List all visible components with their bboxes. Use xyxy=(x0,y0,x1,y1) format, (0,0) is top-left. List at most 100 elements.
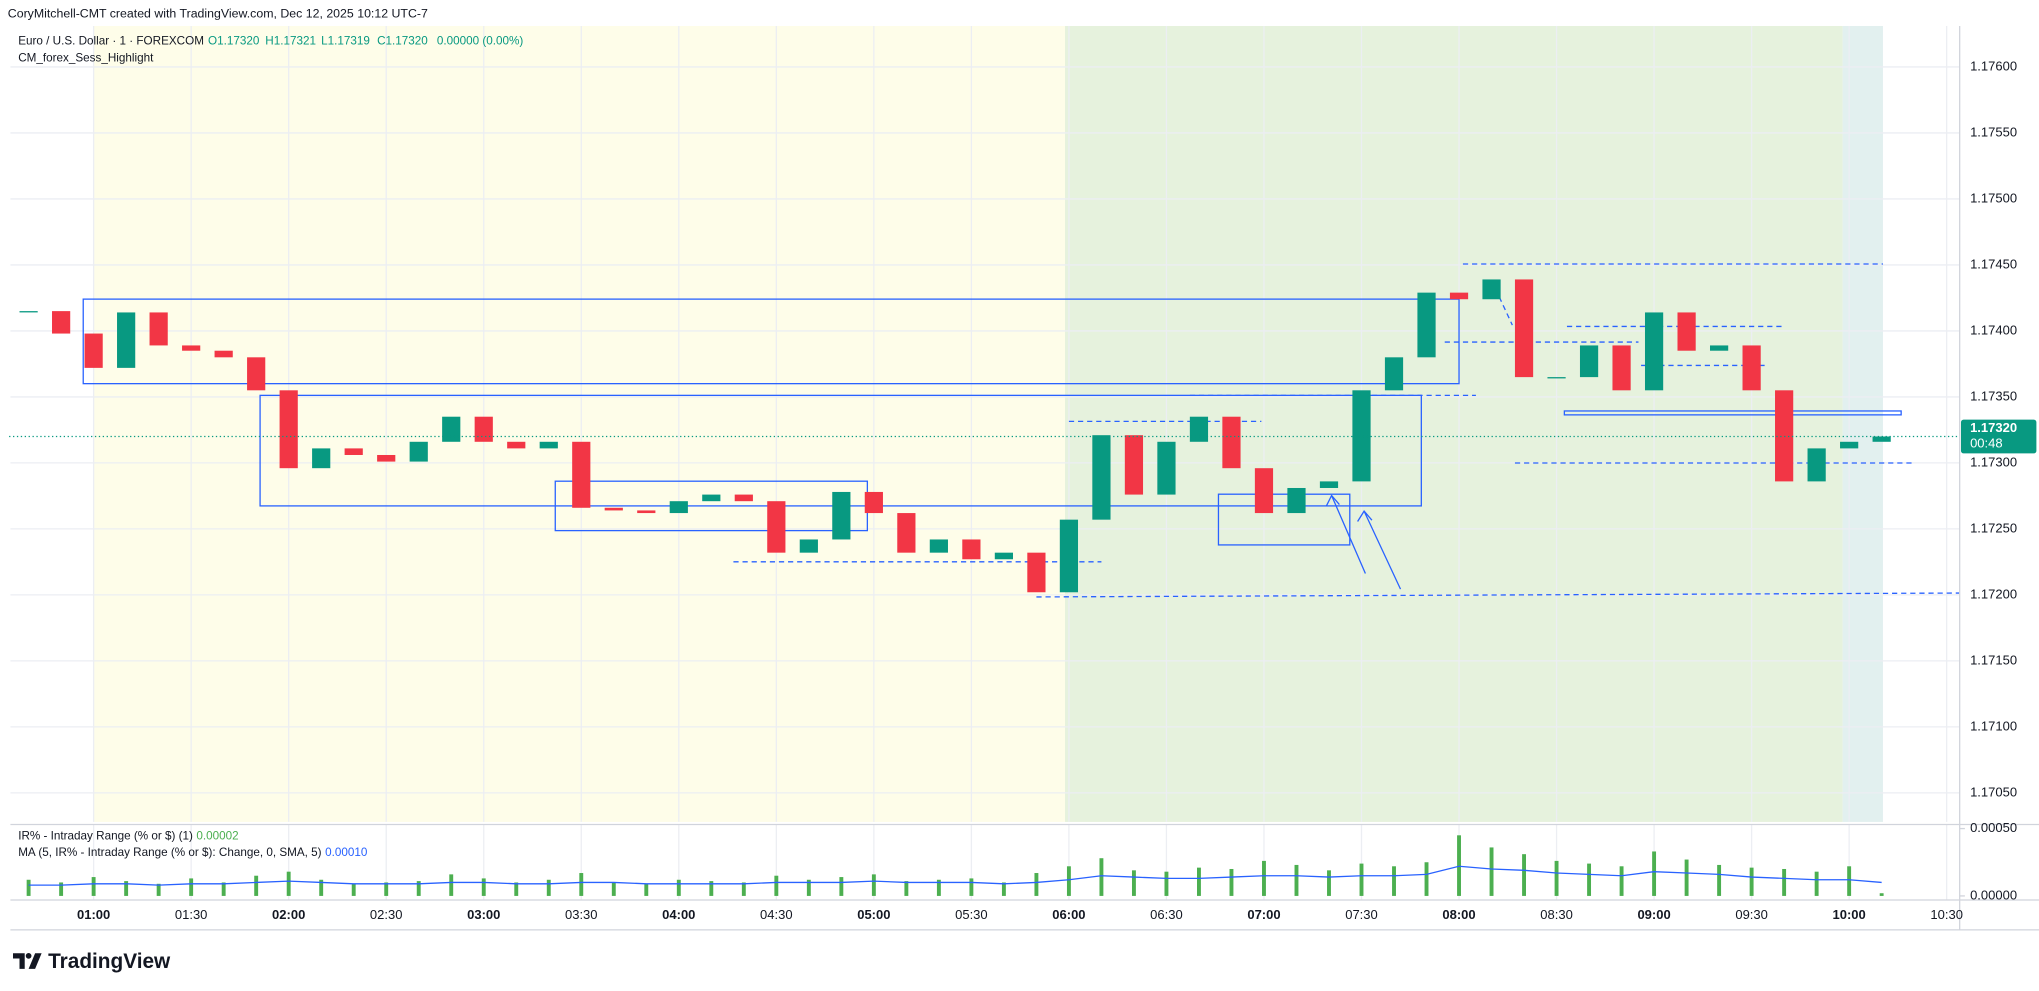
y-tick-label: 1.17250 xyxy=(1970,520,2017,535)
candle xyxy=(1807,448,1826,482)
candle xyxy=(604,507,623,511)
last-price-tag xyxy=(1960,419,2037,454)
range-bar xyxy=(806,879,811,896)
candle xyxy=(474,416,493,442)
x-tick-label: 01:00 xyxy=(77,907,110,922)
candle xyxy=(1449,292,1469,300)
candle xyxy=(1612,345,1631,391)
range-bar xyxy=(871,874,876,896)
candle xyxy=(832,491,851,540)
range-bar xyxy=(351,883,356,896)
candle xyxy=(734,494,753,502)
candle xyxy=(1319,481,1339,488)
candle xyxy=(19,311,38,313)
close: C1.17320 xyxy=(377,35,428,48)
candle xyxy=(1027,552,1046,593)
range-bar xyxy=(26,879,31,896)
candle xyxy=(1417,292,1436,358)
x-tick-label: 08:00 xyxy=(1442,907,1475,922)
range-bar xyxy=(91,877,96,896)
range-bar xyxy=(936,879,941,896)
candle xyxy=(864,491,883,514)
candle xyxy=(149,312,168,346)
range-bar xyxy=(1489,847,1494,896)
range-bar xyxy=(1847,866,1852,896)
range-bar xyxy=(59,882,64,896)
range-bar xyxy=(611,882,616,896)
ma-line xyxy=(28,865,1882,886)
range-bar xyxy=(1034,873,1039,896)
x-tick-label: 04:00 xyxy=(662,907,695,922)
range-bar xyxy=(286,871,291,896)
arrow xyxy=(1357,510,1402,590)
x-tick-label: 06:30 xyxy=(1150,907,1183,922)
x-tick-label: 05:30 xyxy=(955,907,988,922)
range-bar xyxy=(904,881,909,896)
y-tick-label: 0.00000 xyxy=(1970,887,2017,902)
candle xyxy=(1287,487,1306,514)
y-tick-label: 1.17600 xyxy=(1970,58,2017,73)
x-tick-label: 07:30 xyxy=(1345,907,1378,922)
candle xyxy=(702,494,721,502)
x-tick-label: 07:00 xyxy=(1247,907,1280,922)
range-bar xyxy=(1879,893,1884,896)
ma-name: MA (5, IR% - Intraday Range (% or $): Ch… xyxy=(18,846,321,859)
y-tick-label: 1.17350 xyxy=(1970,388,2017,403)
range-bar xyxy=(1684,859,1689,896)
grid xyxy=(10,26,1960,900)
ma-value: 0.00010 xyxy=(325,846,368,859)
range-bar xyxy=(189,878,194,896)
range-bar xyxy=(1066,866,1071,896)
candle xyxy=(117,312,136,368)
candle xyxy=(247,357,266,391)
candle xyxy=(767,501,786,553)
low: L1.17319 xyxy=(321,35,370,48)
x-tick-label: 01:30 xyxy=(175,907,208,922)
y-tick-label: 1.17200 xyxy=(1970,586,2017,601)
logo: TradingView xyxy=(13,950,171,973)
range-bar xyxy=(1522,854,1526,896)
candle xyxy=(182,345,201,351)
x-tick-label: 10:00 xyxy=(1833,907,1866,922)
candle xyxy=(409,441,428,462)
y-tick-label: 1.17400 xyxy=(1970,322,2017,337)
attribution: CoryMitchell-CMT created with TradingVie… xyxy=(8,7,428,21)
y-tick-label: 0.00050 xyxy=(1970,820,2017,835)
candle xyxy=(442,416,461,442)
x-tick-label: 09:30 xyxy=(1735,907,1768,922)
candle xyxy=(214,350,233,358)
study-name: CM_forex_Sess_Highlight xyxy=(18,52,154,65)
candle xyxy=(1482,279,1501,300)
range-bar xyxy=(1164,871,1169,896)
x-tick-label: 09:00 xyxy=(1637,907,1670,922)
y-tick-label: 1.17100 xyxy=(1970,718,2017,733)
candle xyxy=(1222,416,1241,469)
range-bar xyxy=(839,877,844,896)
range-bar xyxy=(1229,868,1234,896)
range-bar xyxy=(1392,866,1396,896)
x-tick-label: 03:00 xyxy=(467,907,500,922)
range-bar xyxy=(1262,860,1266,896)
range-bar xyxy=(1424,862,1429,896)
range-bar xyxy=(416,881,421,896)
range-bar xyxy=(709,881,714,896)
candle xyxy=(1124,435,1144,495)
range-bar xyxy=(514,882,519,896)
candle xyxy=(994,552,1013,560)
x-tick-label: 08:30 xyxy=(1540,907,1573,922)
range-bar xyxy=(1782,868,1787,896)
range-bar xyxy=(1717,864,1722,896)
brand: TradingView xyxy=(48,950,171,973)
candle xyxy=(312,448,331,469)
indicator-name: IR% - Intraday Range (% or $) (1) xyxy=(18,829,193,842)
candle xyxy=(1189,416,1209,442)
range-bar xyxy=(1327,870,1331,896)
candle xyxy=(539,441,558,449)
trend-line xyxy=(1494,288,1513,326)
logo-mark xyxy=(13,953,42,969)
labels: 1.17050 1.17100 1.17150 1.17200 1.17250 1.173… xyxy=(77,58,2037,922)
candle xyxy=(799,539,818,553)
candle xyxy=(1710,345,1729,351)
candle xyxy=(1579,345,1599,378)
